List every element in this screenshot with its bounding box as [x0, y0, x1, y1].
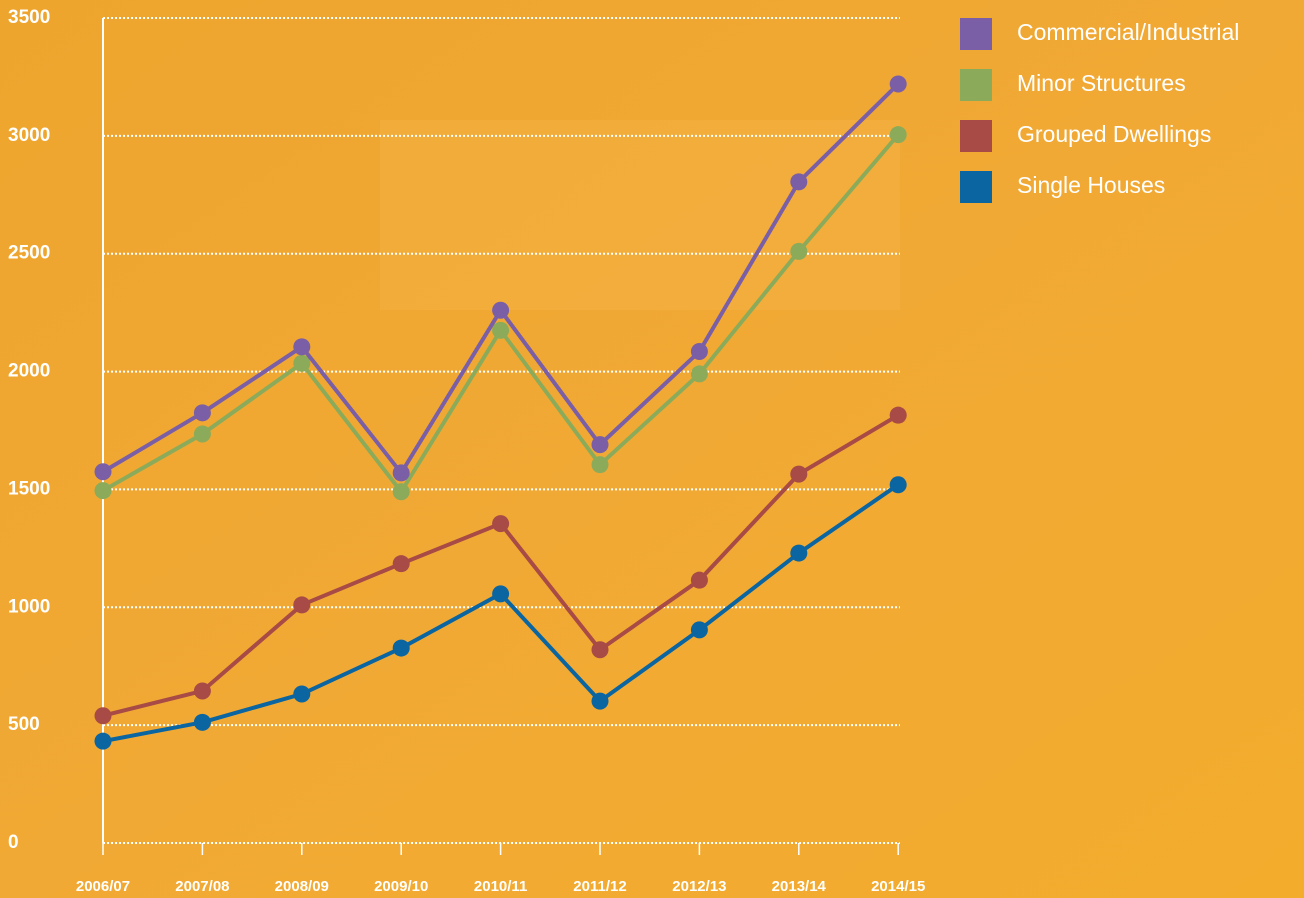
data-point [492, 515, 509, 532]
chart: 0 500 1000 1500 2000 2500 3000 3500 2006/07 2007/… [0, 0, 1304, 898]
x-tick-label: 2011/12 [573, 878, 626, 895]
data-point [492, 322, 509, 339]
legend-label: Commercial/Industrial [1017, 19, 1239, 45]
x-tick-label: 2007/08 [175, 878, 229, 895]
data-point [393, 555, 410, 572]
legend-label: Minor Structures [1017, 70, 1186, 96]
data-point [691, 343, 708, 360]
y-tick-label: 500 [8, 714, 40, 735]
y-tick-label: 2000 [8, 361, 50, 382]
data-point [393, 483, 410, 500]
legend-label: Grouped Dwellings [1017, 121, 1211, 147]
legend-swatch [960, 171, 992, 203]
data-point [592, 693, 609, 710]
data-point [790, 466, 807, 483]
data-point [790, 545, 807, 562]
data-point [95, 733, 112, 750]
legend-swatch [960, 18, 992, 50]
y-tick-label: 1500 [8, 478, 50, 499]
x-tick-label: 2008/09 [275, 878, 329, 895]
data-point [194, 426, 211, 443]
data-point [95, 463, 112, 480]
data-point [293, 338, 310, 355]
data-point [194, 404, 211, 421]
y-tick-label: 3000 [8, 125, 50, 146]
x-tick-label: 2014/15 [871, 878, 925, 895]
legend-swatch [960, 69, 992, 101]
data-point [592, 436, 609, 453]
data-point [790, 243, 807, 260]
legend-label: Single Houses [1017, 172, 1165, 198]
data-point [790, 173, 807, 190]
legend-swatch [960, 120, 992, 152]
data-point [293, 596, 310, 613]
data-point [194, 714, 211, 731]
y-tick-label: 0 [8, 832, 19, 853]
x-tick-label: 2010/11 [474, 878, 527, 895]
data-point [95, 482, 112, 499]
x-tick-label: 2013/14 [772, 878, 827, 895]
data-point [592, 641, 609, 658]
y-tick-label: 3500 [8, 7, 50, 28]
x-tick-label: 2006/07 [76, 878, 130, 895]
data-point [95, 707, 112, 724]
x-tick-label: 2012/13 [672, 878, 726, 895]
y-tick-label: 2500 [8, 243, 50, 264]
data-point [194, 682, 211, 699]
y-tick-label: 1000 [8, 596, 50, 617]
data-point [393, 640, 410, 657]
data-point [492, 302, 509, 319]
data-point [492, 585, 509, 602]
data-point [691, 572, 708, 589]
data-point [691, 621, 708, 638]
data-point [890, 476, 907, 493]
data-point [691, 365, 708, 382]
x-tick-label: 2009/10 [374, 878, 428, 895]
data-point [890, 407, 907, 424]
data-point [890, 126, 907, 143]
data-point [592, 456, 609, 473]
data-point [393, 464, 410, 481]
data-point [293, 686, 310, 703]
data-point [890, 76, 907, 93]
background-shade [380, 120, 900, 310]
